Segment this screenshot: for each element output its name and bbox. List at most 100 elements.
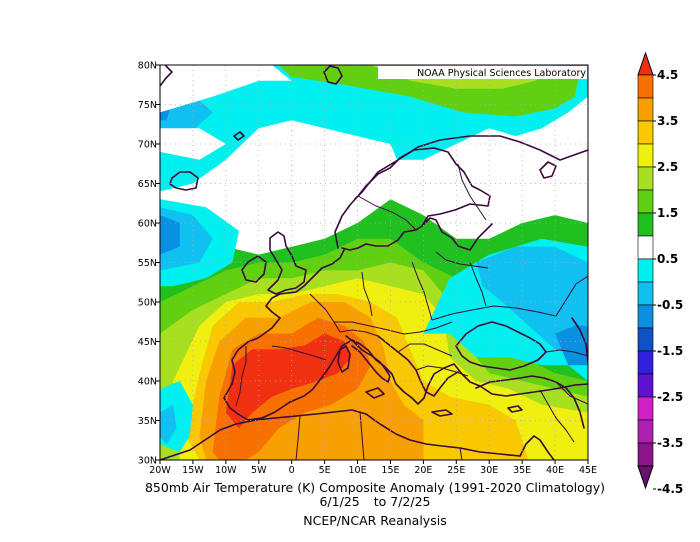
border-north-africa-1 xyxy=(295,415,301,460)
x-tick-label: 5E xyxy=(319,465,331,476)
colorbar-label: 0.5 xyxy=(657,252,678,266)
coastline-mediterranean xyxy=(329,339,588,405)
border-spain-france xyxy=(271,345,327,361)
colorbar-swatch xyxy=(637,74,654,99)
colorbar-label: -4.5 xyxy=(657,482,683,496)
border-france-germany xyxy=(309,293,341,333)
x-tick-label: 5W xyxy=(251,465,267,476)
anomaly-contour-0-23 xyxy=(160,128,226,160)
border-ukraine-north xyxy=(431,305,557,321)
x-tick-label: 25E xyxy=(447,465,465,476)
border-spain-portugal xyxy=(235,346,247,407)
colorbar-label: 3.5 xyxy=(657,114,678,128)
colorbar-swatch xyxy=(637,442,654,467)
coastline-scandinavia xyxy=(334,147,491,251)
border-italy-alps xyxy=(339,329,379,337)
figure-title: 850mb Air Temperature (K) Composite Anom… xyxy=(144,480,606,495)
y-tick-label: 50N xyxy=(138,298,157,309)
y-tick-label: 55N xyxy=(138,258,157,269)
coastline-atlantic-europe xyxy=(223,249,345,421)
border-germany-poland xyxy=(361,271,373,317)
colorbar-label: -3.5 xyxy=(657,436,683,450)
longitude-tick-labels: 20W 15W 10W 5W 0 5E 10E 15E 20E 25E 30E 35E 40E 45E xyxy=(149,465,597,476)
latitude-tick-labels: 30N 35N 40N 45N 50N 55N 60N 65N 70N 75N 80N xyxy=(138,61,157,467)
colorbar-min-arrow xyxy=(637,465,654,490)
x-tick-label: 0 xyxy=(289,465,295,476)
colorbar-swatch xyxy=(637,235,654,260)
x-tick-label: 35E xyxy=(513,465,531,476)
x-tick-label: 10E xyxy=(348,465,366,476)
colorbar-swatch xyxy=(637,396,654,421)
colorbar-swatch xyxy=(637,120,654,145)
dataset-label: NCEP/NCAR Reanalysis xyxy=(303,513,447,528)
colorbar-labels: 4.5 3.5 2.5 1.5 0.5 -0.5 -1.5 -2.5 -3.5 -4.5 xyxy=(657,68,683,496)
coastline-baltic xyxy=(421,217,493,251)
x-tick-label: 20W xyxy=(149,465,171,476)
date-from: 6/1/25 xyxy=(319,494,360,509)
border-central-europe xyxy=(334,321,453,335)
colorbar-swatch xyxy=(637,419,654,444)
anomaly-contour-4-7 xyxy=(225,333,351,429)
border-caucasus xyxy=(545,349,588,357)
y-tick-label: 60N xyxy=(138,219,157,230)
colorbar-swatch xyxy=(637,189,654,214)
anomaly-shading xyxy=(160,65,588,460)
coastline-north-africa xyxy=(160,409,521,460)
anomaly-contour-neg1-15 xyxy=(160,404,177,445)
coastline-faroe-islands xyxy=(233,131,245,141)
coastline-greenland-edge xyxy=(160,65,173,87)
colorbar-swatch xyxy=(637,212,654,237)
coastline-svalbard xyxy=(323,65,343,85)
border-belarus-russia xyxy=(469,261,487,307)
colorbar-label: -1.5 xyxy=(657,344,683,358)
graticule xyxy=(156,64,589,464)
colorbar-swatch xyxy=(637,97,654,122)
colorbar-swatch xyxy=(637,327,654,352)
credit-box xyxy=(378,66,587,79)
date-range: 6/1/25 to 7/2/25 xyxy=(100,494,650,509)
date-separator: to xyxy=(373,494,387,509)
date-to: 7/2/25 xyxy=(390,494,431,509)
x-tick-label: 15W xyxy=(182,465,204,476)
country-borders xyxy=(235,163,588,460)
colorbar-label: -2.5 xyxy=(657,390,683,404)
x-tick-label: 30E xyxy=(480,465,498,476)
colorbar-swatch xyxy=(637,304,654,329)
credit-label: NOAA Physical Sciences Laboratory xyxy=(417,68,586,79)
coastline-crete xyxy=(431,409,453,417)
x-tick-label: 20E xyxy=(414,465,432,476)
colorbar-swatch xyxy=(637,373,654,398)
x-tick-label: 45E xyxy=(579,465,597,476)
colorbar-swatch xyxy=(637,166,654,191)
y-tick-label: 75N xyxy=(138,100,157,111)
y-tick-label: 80N xyxy=(138,61,157,72)
colorbar-swatch xyxy=(637,350,654,375)
coastline-europe-mainland xyxy=(354,135,588,200)
anomaly-contour-neg1-14 xyxy=(476,246,588,358)
border-egypt-libya xyxy=(459,447,463,460)
y-tick-label: 45N xyxy=(138,337,157,348)
anomaly-contour-neg1p5-16 xyxy=(160,215,180,255)
coastline-caspian xyxy=(571,317,588,363)
border-baltics xyxy=(435,251,489,269)
coastline-sardinia-corsica xyxy=(337,345,351,373)
border-north-africa-2 xyxy=(359,411,365,460)
coastline-italy xyxy=(345,335,391,383)
y-tick-label: 65N xyxy=(138,179,157,190)
y-tick-label: 30N xyxy=(138,456,157,467)
y-tick-label: 35N xyxy=(138,416,157,427)
y-tick-label: 70N xyxy=(138,140,157,151)
border-finland-russia xyxy=(457,163,487,221)
border-russia-kazakhstan xyxy=(555,275,588,317)
border-balkans-1 xyxy=(397,343,453,357)
border-poland-east xyxy=(411,261,433,321)
map-panel: NOAA Physical Sciences Laboratory 20W 15W… xyxy=(138,61,597,477)
coastline-red-sea xyxy=(519,435,555,460)
border-norway-sweden xyxy=(357,195,417,231)
colorbar-label: 2.5 xyxy=(657,160,678,174)
colorbar-swatch xyxy=(637,281,654,306)
colorbar-swatch xyxy=(637,143,654,168)
coastline-sicily xyxy=(365,387,385,399)
map-frame xyxy=(159,64,589,461)
border-balkans-2 xyxy=(415,365,469,377)
